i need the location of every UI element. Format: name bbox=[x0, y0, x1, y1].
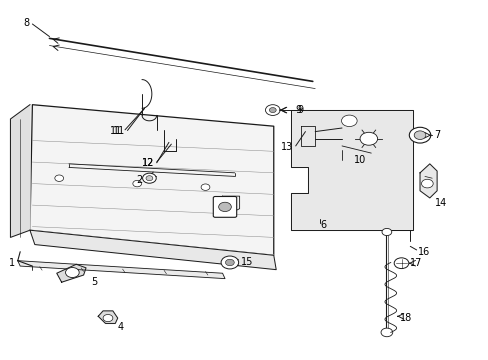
Circle shape bbox=[359, 132, 377, 145]
Circle shape bbox=[341, 115, 356, 127]
Text: 1: 1 bbox=[9, 258, 15, 268]
Polygon shape bbox=[30, 105, 273, 255]
Text: 4: 4 bbox=[118, 322, 123, 332]
Circle shape bbox=[393, 258, 408, 269]
Text: 12: 12 bbox=[142, 158, 154, 168]
Text: 7: 7 bbox=[433, 130, 439, 140]
Text: 13: 13 bbox=[281, 142, 293, 152]
Text: 3: 3 bbox=[229, 208, 236, 218]
Circle shape bbox=[103, 315, 113, 321]
Text: 2: 2 bbox=[136, 175, 142, 185]
Text: 16: 16 bbox=[417, 247, 429, 257]
Text: 18: 18 bbox=[399, 313, 411, 323]
Circle shape bbox=[221, 256, 238, 269]
Circle shape bbox=[218, 202, 231, 212]
Circle shape bbox=[55, 175, 63, 181]
Text: 3: 3 bbox=[228, 207, 235, 217]
Text: 9: 9 bbox=[295, 105, 301, 115]
Circle shape bbox=[381, 228, 391, 235]
Circle shape bbox=[225, 259, 234, 266]
Circle shape bbox=[413, 131, 425, 139]
Polygon shape bbox=[98, 311, 118, 323]
Text: 17: 17 bbox=[409, 258, 422, 268]
Circle shape bbox=[269, 108, 276, 113]
Polygon shape bbox=[290, 110, 412, 230]
Polygon shape bbox=[10, 105, 30, 237]
Circle shape bbox=[65, 267, 79, 278]
Text: 14: 14 bbox=[434, 198, 446, 208]
Circle shape bbox=[265, 105, 280, 116]
Circle shape bbox=[133, 180, 142, 187]
Text: 5: 5 bbox=[91, 277, 97, 287]
Polygon shape bbox=[57, 264, 86, 282]
Polygon shape bbox=[419, 164, 436, 198]
FancyBboxPatch shape bbox=[213, 197, 236, 217]
Text: 11: 11 bbox=[113, 126, 125, 135]
Text: 11: 11 bbox=[110, 126, 122, 135]
Circle shape bbox=[421, 179, 432, 188]
Text: 8: 8 bbox=[24, 18, 30, 28]
Text: 9: 9 bbox=[297, 105, 303, 115]
Circle shape bbox=[142, 173, 156, 183]
Text: 10: 10 bbox=[353, 155, 366, 165]
Circle shape bbox=[408, 127, 430, 143]
Text: 6: 6 bbox=[320, 220, 325, 230]
Text: 15: 15 bbox=[240, 257, 252, 267]
Circle shape bbox=[201, 184, 209, 190]
Text: 12: 12 bbox=[142, 158, 154, 168]
Circle shape bbox=[146, 176, 153, 181]
Circle shape bbox=[380, 328, 392, 337]
Polygon shape bbox=[18, 261, 224, 279]
Polygon shape bbox=[30, 230, 276, 270]
